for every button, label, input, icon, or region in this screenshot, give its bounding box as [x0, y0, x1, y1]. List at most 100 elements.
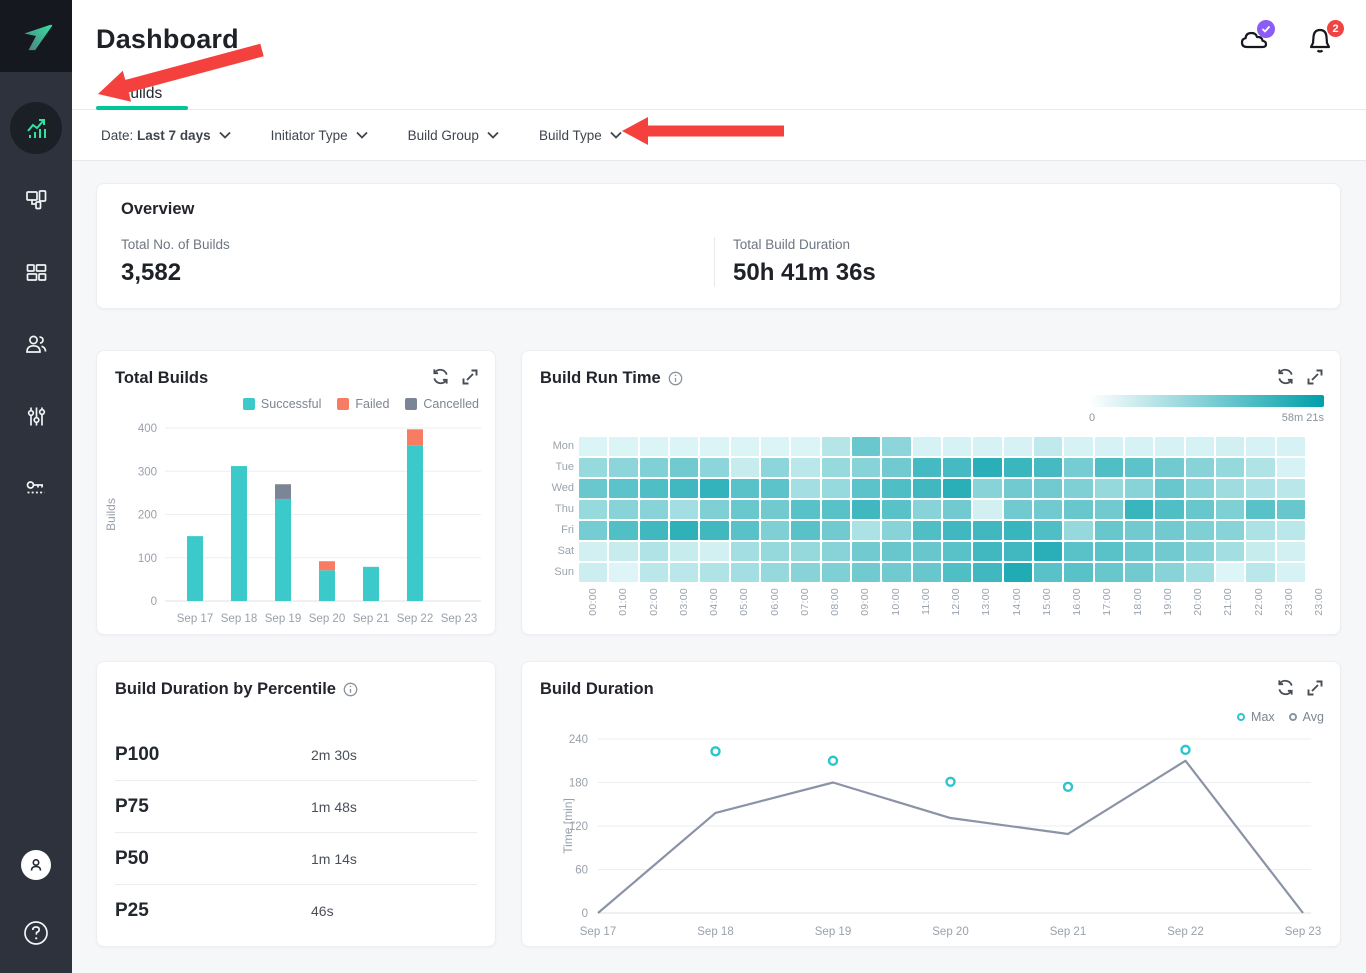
stat-label: Total Build Duration: [733, 237, 1316, 252]
heatmap-cell: [1186, 500, 1214, 519]
sidebar-item-credentials[interactable]: [0, 452, 72, 524]
expand-icon[interactable]: [1306, 679, 1324, 697]
svg-text:0: 0: [151, 596, 157, 608]
sidebar-item-settings[interactable]: [0, 380, 72, 452]
stat-value: 3,582: [121, 259, 714, 287]
build-duration-title: Build Duration: [540, 680, 654, 699]
total-builds-title: Total Builds: [115, 369, 208, 388]
heatmap-cell: [1095, 563, 1123, 582]
heatmap-cell: [882, 479, 910, 498]
stat-label: Total No. of Builds: [121, 237, 714, 252]
sidebar-item-help[interactable]: [0, 901, 72, 965]
heatmap-cell: [640, 500, 668, 519]
filter-build-type[interactable]: Build Type: [539, 128, 622, 143]
sidebar-item-apps[interactable]: [0, 164, 72, 236]
svg-text:Sep 22: Sep 22: [397, 613, 433, 625]
heatmap-cell: [731, 500, 759, 519]
svg-text:Sep 20: Sep 20: [309, 613, 345, 625]
heatmap-cell: [1034, 479, 1062, 498]
heatmap-cell: [670, 500, 698, 519]
heatmap-cell: [1186, 458, 1214, 477]
heatmap-cell: [791, 500, 819, 519]
heatmap-cell: [1186, 437, 1214, 456]
stat-value: 50h 41m 36s: [733, 259, 1316, 287]
heatmap-cell: [852, 437, 880, 456]
heatmap-column-labels: 00:0001:0002:0003:0004:0005:0006:0007:00…: [579, 588, 1305, 634]
heatmap-cell: [913, 542, 941, 561]
heatmap-col-label: 04:00: [708, 588, 720, 634]
legend-swatch: [243, 398, 255, 410]
heatmap-col-label: 23:00: [1313, 588, 1325, 634]
heatmap-col-label: 18:00: [1132, 588, 1144, 634]
sidebar-item-account[interactable]: [0, 829, 72, 901]
legend-swatch: [337, 398, 349, 410]
heatmap-cell: [943, 437, 971, 456]
heatmap-cell: [1216, 542, 1244, 561]
svg-text:Builds: Builds: [104, 498, 118, 531]
heatmap-cell: [1186, 479, 1214, 498]
heatmap-cell: [913, 458, 941, 477]
notifications-button[interactable]: 2: [1306, 26, 1338, 56]
filter-build-group[interactable]: Build Group: [408, 128, 499, 143]
expand-icon[interactable]: [461, 368, 479, 386]
chevron-down-icon: [356, 131, 368, 139]
heatmap-cell: [761, 458, 789, 477]
heatmap-cell: [852, 521, 880, 540]
heatmap-cell: [1216, 479, 1244, 498]
heatmap-cell: [579, 563, 607, 582]
percentile-row: P1002m 30s: [115, 729, 477, 781]
filter-initiator-type[interactable]: Initiator Type: [271, 128, 368, 143]
svg-text:240: 240: [569, 734, 588, 746]
heatmap-cell: [1216, 458, 1244, 477]
heatmap-cell: [973, 437, 1001, 456]
refresh-icon[interactable]: [1276, 367, 1295, 386]
info-icon[interactable]: [343, 682, 358, 697]
expand-icon[interactable]: [1306, 368, 1324, 386]
heatmap-cell: [1064, 479, 1092, 498]
heatmap-cell: [1034, 521, 1062, 540]
heatmap-row-label: Mon: [522, 437, 574, 458]
build-run-time-title: Build Run Time: [540, 369, 661, 388]
sidebar-item-projects[interactable]: [0, 236, 72, 308]
svg-text:60: 60: [575, 865, 588, 877]
heatmap-cell: [609, 521, 637, 540]
svg-text:Sep 18: Sep 18: [697, 926, 733, 938]
heatmap-cell: [1125, 479, 1153, 498]
heatmap-row-label: Sun: [522, 563, 574, 584]
heatmap-cell: [822, 563, 850, 582]
heatmap-cell: [670, 458, 698, 477]
heatmap-cell: [822, 458, 850, 477]
svg-text:180: 180: [569, 778, 588, 790]
insights-chart-icon: [22, 114, 50, 142]
heatmap-col-label: 00:00: [587, 588, 599, 634]
heatmap-cell: [882, 521, 910, 540]
refresh-icon[interactable]: [431, 367, 450, 386]
heatmap-scale-min: 0: [1089, 412, 1095, 424]
sidebar-item-dashboard[interactable]: [0, 92, 72, 164]
legend-ring: [1289, 713, 1297, 721]
heatmap-cell: [731, 458, 759, 477]
heatmap-cell: [913, 563, 941, 582]
heatmap-cell: [1246, 542, 1274, 561]
heatmap-col-label: 17:00: [1101, 588, 1113, 634]
heatmap-cell: [822, 521, 850, 540]
page-title: Dashboard: [96, 24, 239, 55]
cloud-status-button[interactable]: [1238, 26, 1270, 56]
dashboard-content: Overview Total No. of Builds 3,582 Total…: [72, 161, 1366, 973]
heatmap-cell: [1216, 521, 1244, 540]
heatmap-cell: [913, 437, 941, 456]
total-builds-bar-chart: 0100200300400Sep 17Sep 18Sep 19Sep 20Sep…: [101, 411, 493, 629]
svg-text:Sep 22: Sep 22: [1167, 926, 1203, 938]
sidebar-item-users[interactable]: [0, 308, 72, 380]
info-icon[interactable]: [668, 371, 683, 386]
filter-date[interactable]: Date: Last 7 days: [101, 128, 231, 143]
heatmap-cell: [609, 500, 637, 519]
heatmap-cell: [761, 521, 789, 540]
refresh-icon[interactable]: [1276, 678, 1295, 697]
heatmap-cell: [640, 563, 668, 582]
notification-count-badge: 2: [1327, 20, 1344, 37]
sidebar-bottom: [0, 829, 72, 965]
app-logo[interactable]: [0, 0, 72, 72]
heatmap-col-label: 13:00: [980, 588, 992, 634]
heatmap-row-label: Tue: [522, 458, 574, 479]
